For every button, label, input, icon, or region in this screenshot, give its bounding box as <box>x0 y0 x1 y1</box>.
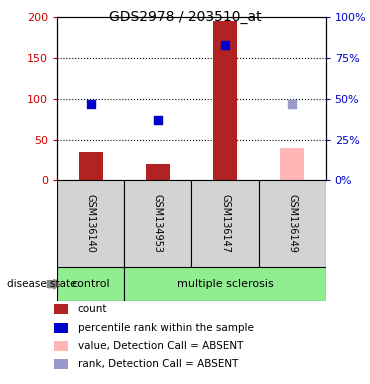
Text: GSM136149: GSM136149 <box>287 194 297 253</box>
Bar <box>213 21 237 180</box>
Bar <box>280 148 304 180</box>
Text: GSM136140: GSM136140 <box>86 194 96 253</box>
Bar <box>79 152 102 180</box>
Point <box>289 101 295 107</box>
Bar <box>192 180 259 267</box>
Text: percentile rank within the sample: percentile rank within the sample <box>78 323 253 333</box>
Bar <box>124 180 192 267</box>
Text: GSM136147: GSM136147 <box>220 194 230 253</box>
Text: count: count <box>78 304 107 314</box>
Point <box>88 101 94 107</box>
Point <box>222 42 228 48</box>
Text: multiple sclerosis: multiple sclerosis <box>176 279 273 289</box>
Bar <box>124 267 326 301</box>
Text: GDS2978 / 203510_at: GDS2978 / 203510_at <box>109 10 261 23</box>
Text: control: control <box>71 279 110 289</box>
Text: GSM134953: GSM134953 <box>153 194 163 253</box>
Text: disease state: disease state <box>7 279 77 289</box>
Bar <box>259 180 326 267</box>
Text: rank, Detection Call = ABSENT: rank, Detection Call = ABSENT <box>78 359 238 369</box>
Bar <box>57 267 124 301</box>
Point <box>155 117 161 123</box>
Bar <box>57 180 124 267</box>
Text: value, Detection Call = ABSENT: value, Detection Call = ABSENT <box>78 341 243 351</box>
Bar <box>146 164 170 180</box>
